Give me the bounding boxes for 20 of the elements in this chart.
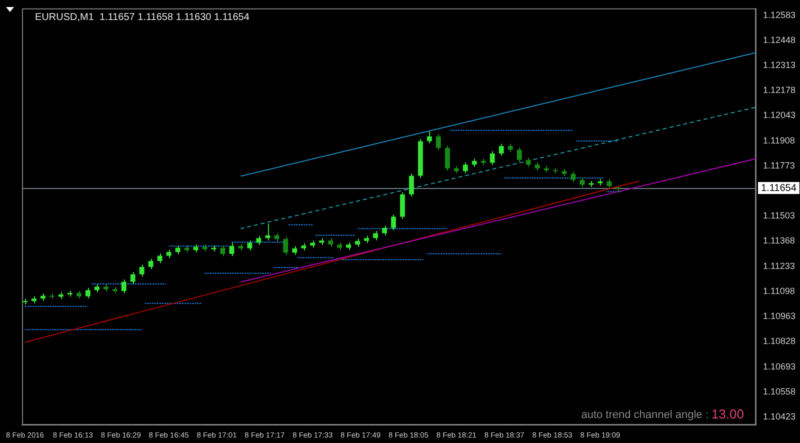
y-tick-label: 1.11368 — [763, 236, 795, 246]
y-tick-label: 1.12043 — [763, 110, 796, 120]
y-tick-label: 1.10423 — [763, 411, 796, 422]
y-tick-label: 1.10828 — [763, 336, 796, 346]
y-tick-label: 1.11773 — [763, 160, 795, 170]
ref-line-label: 1.11654 — [761, 182, 797, 194]
annotation: auto trend channel angle : — [581, 409, 712, 422]
y-tick-label: 1.12313 — [763, 60, 796, 70]
y-tick-label: 1.11908 — [763, 135, 795, 146]
y-tick-label: 1.12583 — [763, 10, 796, 20]
y-tick-label: 1.11503 — [763, 210, 795, 221]
annotation: 13.00 — [711, 406, 744, 422]
y-tick-label: 1.11233 — [763, 260, 795, 271]
y-tick-label: 1.10693 — [763, 361, 796, 372]
y-tick-label: 1.10963 — [763, 311, 796, 322]
y-tick-label: 1.12448 — [763, 34, 796, 45]
y-tick-label: 1.11098 — [763, 286, 795, 296]
y-tick-label: 1.12178 — [763, 85, 796, 96]
chart-title: EURUSD,M1 1.11657 1.11658 1.11630 1.11654 — [35, 12, 250, 24]
y-tick-label: 1.10558 — [763, 386, 796, 396]
